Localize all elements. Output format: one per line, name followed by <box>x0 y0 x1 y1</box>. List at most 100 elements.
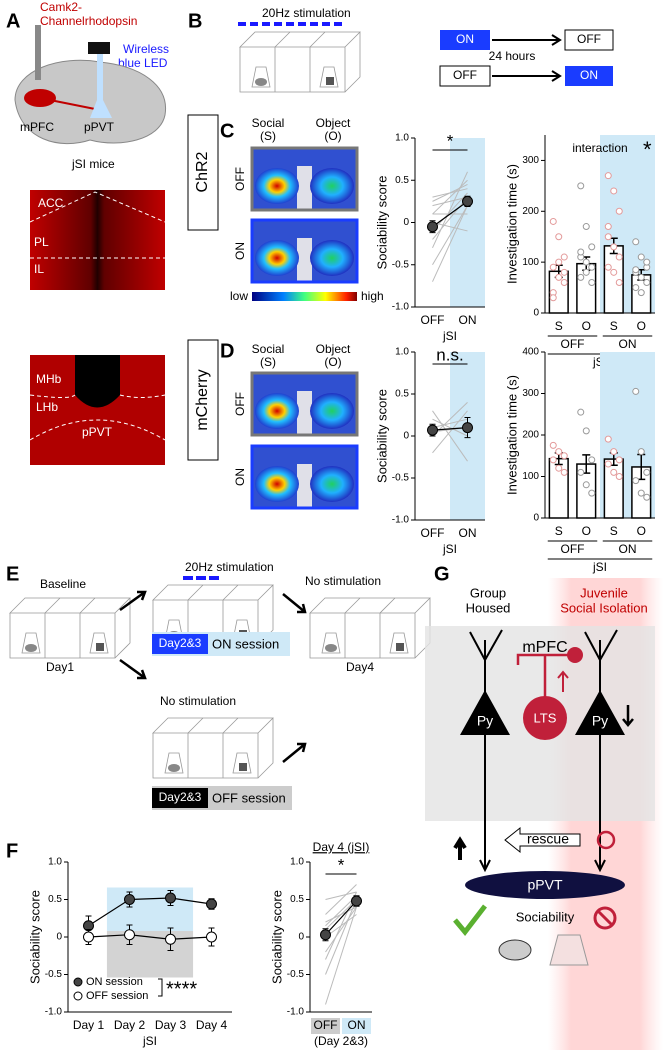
row-label: ON <box>233 468 247 486</box>
brain <box>14 59 167 145</box>
chart-title: Day 4 (jSI) <box>313 840 370 854</box>
category-bg <box>342 1018 371 1034</box>
data-point <box>588 263 596 271</box>
x-tick-label: Day 1 <box>73 1018 105 1032</box>
y-tick-label: 0.5 <box>48 894 62 905</box>
ventricle <box>75 355 120 408</box>
arrow <box>119 590 147 612</box>
pair-line <box>432 184 468 202</box>
cup <box>549 934 589 966</box>
group-label: ON <box>619 542 637 556</box>
y-tick-label: -1.0 <box>287 1007 305 1018</box>
rescue-arrow <box>504 826 581 854</box>
data-point <box>549 263 557 271</box>
data-point <box>555 273 563 281</box>
zone: (O) <box>324 129 341 143</box>
y-tick-label: 1.0 <box>290 857 304 868</box>
day: Day1 <box>46 660 74 674</box>
y-tick-label: -1.0 <box>45 1007 63 1018</box>
group: Housed <box>466 600 511 615</box>
region: pPVT <box>527 877 562 893</box>
y-tick-label: 1.0 <box>395 347 409 358</box>
pair-line <box>325 891 357 900</box>
session-days: Day2&3 <box>159 636 202 650</box>
synapse <box>567 647 583 663</box>
group: ChR2 <box>194 151 211 192</box>
y-tick-label: -1.0 <box>392 515 410 526</box>
legend-marker <box>73 991 83 1001</box>
data-point <box>604 223 612 231</box>
pair-line <box>432 205 468 266</box>
heatmap <box>252 148 357 210</box>
data-point <box>610 448 618 456</box>
row-label: OFF <box>233 167 247 191</box>
x-tick-label: O <box>582 524 591 538</box>
data-point <box>555 233 563 241</box>
group: Group <box>470 585 506 600</box>
annotation: * <box>447 131 454 150</box>
y-axis-label: Investigation time (s) <box>504 375 519 495</box>
group-box <box>187 114 219 231</box>
heatmap-frame <box>250 218 359 284</box>
data-point <box>588 278 596 286</box>
data-point <box>577 408 585 416</box>
stimulation: 20Hz stimulation <box>262 6 351 20</box>
data-point <box>632 238 640 246</box>
y-tick-label: 0 <box>403 217 409 228</box>
lts-axon <box>516 653 572 700</box>
data-point <box>560 253 568 261</box>
boundary <box>29 394 166 441</box>
day: Day4 <box>346 660 374 674</box>
bar <box>603 458 624 519</box>
heatmap-frame <box>250 444 359 510</box>
legend-label: OFF session <box>86 990 148 1002</box>
y-tick-label: 400 <box>522 347 539 358</box>
data-point <box>615 278 623 286</box>
check <box>453 904 487 936</box>
region: PL <box>34 235 49 249</box>
group-label: ON <box>619 337 637 351</box>
data-point <box>560 452 568 460</box>
data-point <box>610 187 618 195</box>
pair-line <box>432 205 468 282</box>
x-tick-label: ON <box>348 1018 366 1032</box>
data-point <box>577 182 585 190</box>
group: Social Isolation <box>560 600 647 615</box>
region: MHb <box>36 372 62 386</box>
down-arrow <box>622 705 634 727</box>
mean-point <box>206 898 217 910</box>
session-days: Day2&3 <box>159 790 202 804</box>
data-point <box>588 243 596 251</box>
heatmap-frame <box>250 371 359 437</box>
data-point <box>637 448 645 456</box>
group-label: OFF <box>561 542 585 556</box>
x-tick-label: ON <box>459 313 477 327</box>
arrow <box>282 742 307 763</box>
annotation: n.s. <box>436 345 463 364</box>
region: IL <box>34 262 44 276</box>
cell: Py <box>477 713 493 729</box>
highlight <box>450 138 485 307</box>
mean-line <box>88 897 212 927</box>
data-point <box>610 268 618 276</box>
data-point <box>643 493 651 501</box>
syringe <box>35 25 41 80</box>
group: mCherry <box>194 369 211 430</box>
pair-line <box>432 171 468 249</box>
x-tick-label: S <box>610 524 618 538</box>
data-point <box>549 441 557 449</box>
zone: Object <box>316 342 351 356</box>
y-tick-label: 0 <box>56 932 62 943</box>
dendrites <box>469 629 618 870</box>
y-tick-label: 300 <box>522 388 539 399</box>
boundary <box>29 191 166 259</box>
data-point <box>610 243 618 251</box>
arrow <box>492 70 562 82</box>
data-point <box>582 427 590 435</box>
mean-point <box>427 424 438 436</box>
block <box>596 830 616 850</box>
state: ON <box>456 32 474 46</box>
session: ON session <box>212 636 279 651</box>
histology <box>30 190 165 290</box>
y-tick-label: 1.0 <box>48 857 62 868</box>
